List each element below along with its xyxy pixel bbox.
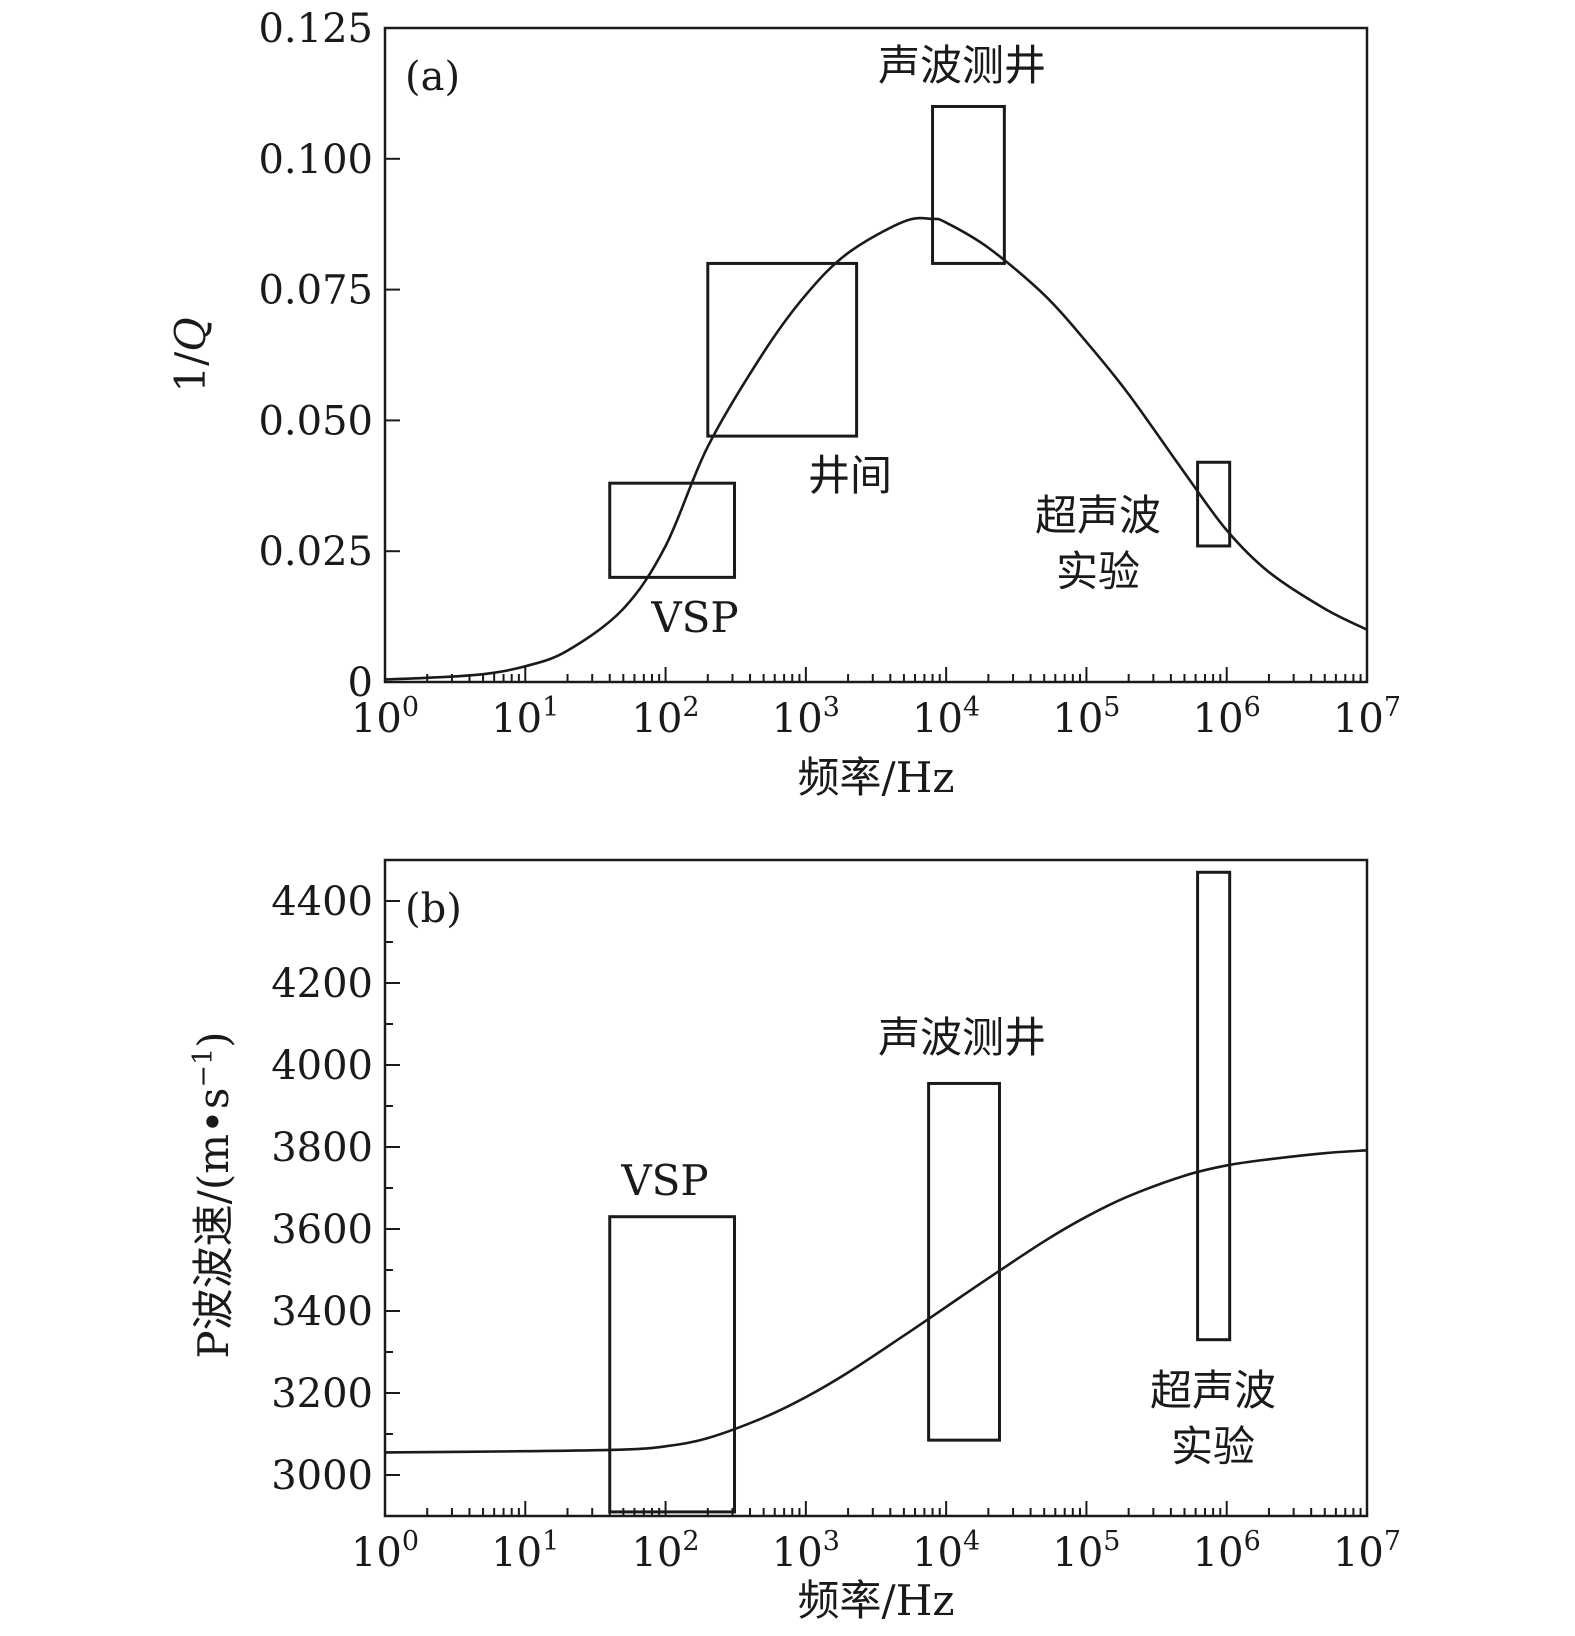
y-tick-label: 0.075 xyxy=(258,268,373,314)
plot-frame xyxy=(383,858,1369,1518)
x-axis-ticks xyxy=(384,667,1368,682)
y-tick-label: 0 xyxy=(348,660,373,706)
y-axis-title: P波波速/(m•s−1) xyxy=(188,1031,238,1358)
y-tick-label: 0.050 xyxy=(258,398,373,444)
x-tick-label: 104 xyxy=(912,1526,980,1576)
y-tick-label: 3600 xyxy=(271,1207,373,1253)
panel-a: 100 101 102 103 104 105 106 107 0 0.025 0.050 0.075… xyxy=(166,6,1401,802)
x-tick-label: 107 xyxy=(1333,692,1401,742)
y-tick-label: 4000 xyxy=(271,1043,373,1089)
ultrasonic-range-box xyxy=(1196,870,1232,1342)
vsp-label: VSP xyxy=(620,1156,708,1205)
y-tick-label: 3200 xyxy=(271,1371,373,1417)
y-tick-label: 0.100 xyxy=(258,137,373,183)
y-tick-label: 3400 xyxy=(271,1289,373,1335)
y-tick-label: 4200 xyxy=(271,961,373,1007)
y-axis-title: 1/Q xyxy=(166,317,215,392)
y-tick-label: 4400 xyxy=(271,879,373,925)
x-tick-label: 105 xyxy=(1052,1526,1120,1576)
x-tick-label: 100 xyxy=(351,692,419,742)
vsp-label: VSP xyxy=(650,593,738,642)
y-axis-ticks xyxy=(385,859,400,1517)
sonic-log-label: 声波测井 xyxy=(878,41,1046,90)
x-tick-label: 100 xyxy=(351,1526,419,1576)
x-tick-label: 102 xyxy=(632,692,700,742)
crosswell-label: 井间 xyxy=(808,451,892,500)
y-tick-label: 3800 xyxy=(271,1125,373,1171)
y-axis-ticks xyxy=(385,27,400,683)
y-tick-label: 0.125 xyxy=(258,6,373,52)
y-tick-label: 0.025 xyxy=(258,529,373,575)
panel-label: (a) xyxy=(405,54,460,100)
y-tick-label: 3000 xyxy=(271,1453,373,1499)
vsp-range-box xyxy=(608,1215,737,1514)
plot-frame xyxy=(383,26,1369,684)
model-curve xyxy=(385,1148,1367,1454)
vsp-range-box xyxy=(608,481,737,579)
panel-b: 100 101 102 103 104 105 106 107 3000 3200 3400 3600… xyxy=(188,858,1401,1625)
crosswell-range-box xyxy=(706,261,859,438)
x-tick-label: 104 xyxy=(912,692,980,742)
sonic-log-label: 声波测井 xyxy=(878,1013,1046,1062)
x-tick-label: 106 xyxy=(1193,1526,1261,1576)
ultrasonic-range-box xyxy=(1196,460,1232,548)
x-axis-title: 频率/Hz xyxy=(798,1576,955,1625)
panel-label: (b) xyxy=(405,886,462,932)
x-axis-ticks xyxy=(384,1501,1368,1516)
x-tick-label: 106 xyxy=(1193,692,1261,742)
x-tick-label: 103 xyxy=(772,692,840,742)
x-tick-label: 105 xyxy=(1052,692,1120,742)
x-tick-label: 107 xyxy=(1333,1526,1401,1576)
x-axis-title: 频率/Hz xyxy=(798,753,955,802)
model-curve xyxy=(385,216,1367,681)
ultrasonic-label: 超声波实验 xyxy=(1150,1366,1276,1471)
x-tick-label: 101 xyxy=(491,1526,559,1576)
sonic-log-range-box xyxy=(927,1081,1001,1442)
x-tick-label: 103 xyxy=(772,1526,840,1576)
ultrasonic-label: 超声波实验 xyxy=(1035,491,1161,596)
x-tick-label: 102 xyxy=(632,1526,700,1576)
x-tick-label: 101 xyxy=(491,692,559,742)
sonic-log-range-box xyxy=(931,104,1006,265)
